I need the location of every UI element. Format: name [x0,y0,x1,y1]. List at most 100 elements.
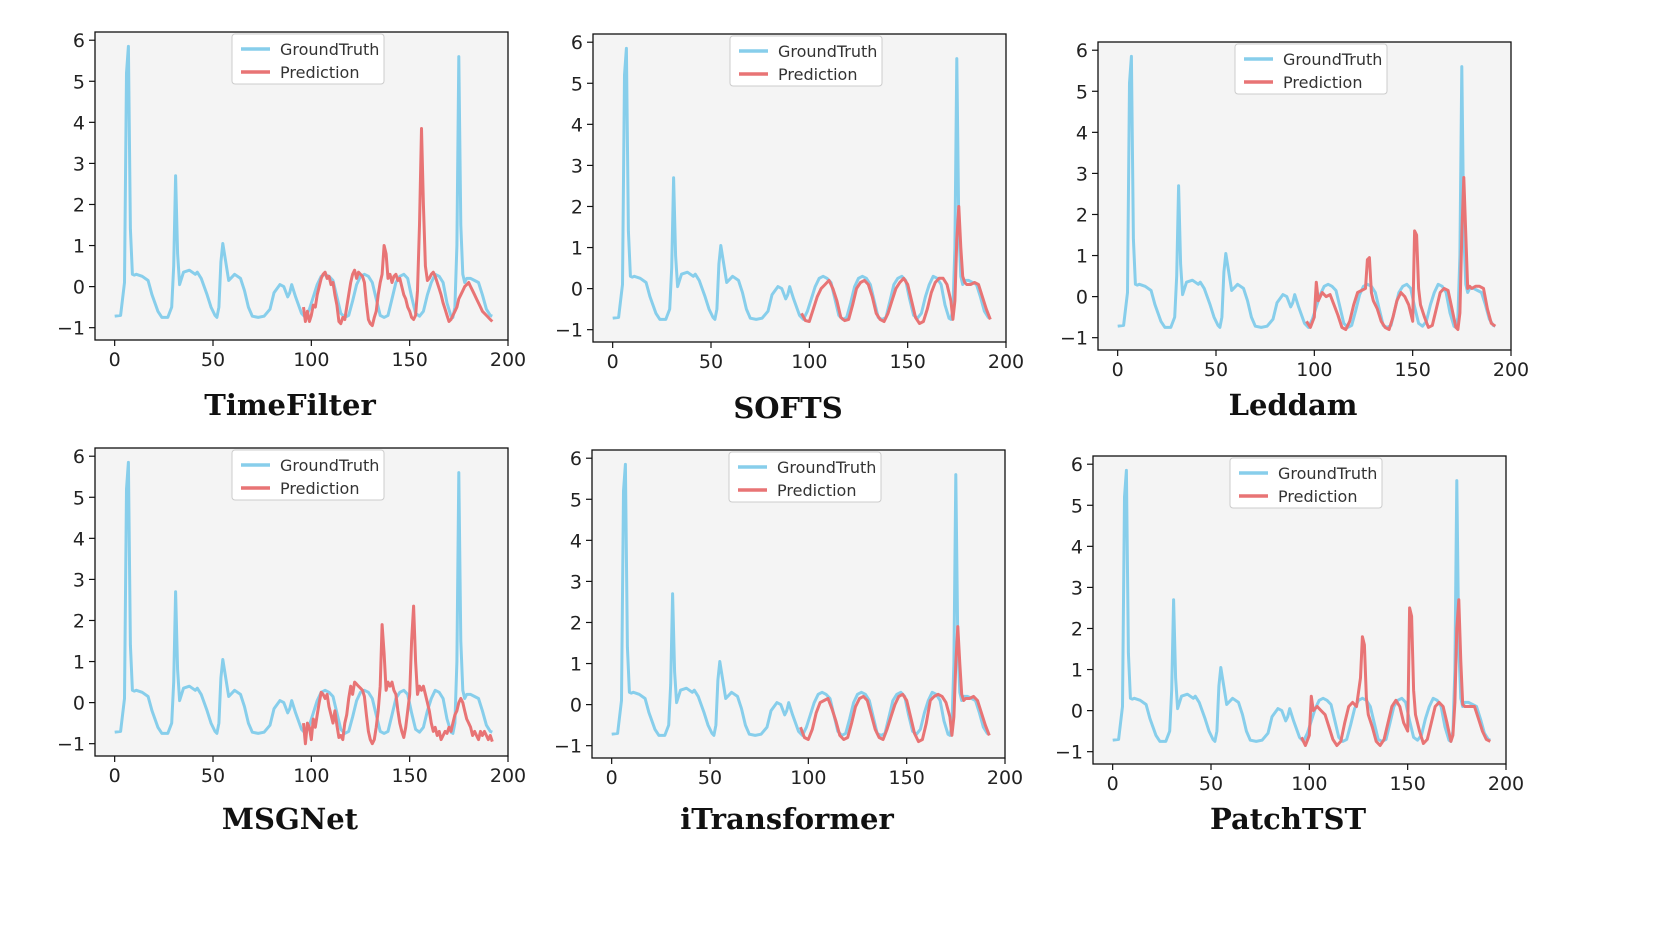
series-line-groundtruth [114,44,493,319]
y-tick-label: 0 [570,695,582,717]
caption-timefilter: TimeFilter [204,388,376,422]
y-tick-label: 0 [73,277,85,299]
x-tick-label: 50 [201,765,225,787]
legend-label-groundtruth: GroundTruth [777,458,876,477]
legend-label-prediction: Prediction [777,481,856,500]
legend-label-prediction: Prediction [280,479,359,498]
y-tick-label: 3 [570,571,582,593]
y-tick-label: 5 [570,489,582,511]
x-tick-label: 100 [791,351,827,373]
x-tick-label: 150 [392,349,428,371]
legend: GroundTruth Prediction [728,451,882,503]
series-line-prediction [1305,176,1497,331]
x-tick-label: 100 [293,765,329,787]
y-tick-label: 0 [73,693,85,715]
x-tick-label: 0 [607,351,619,373]
y-tick-label: 6 [73,30,85,52]
legend: GroundTruth Prediction [231,449,385,501]
x-tick-label: 0 [1112,359,1124,381]
panel-msgnet: 0 50 100 150 200 −1 0 1 2 3 4 5 6 GroundTruth Predicti… [20,426,560,876]
caption-patchtst: PatchTST [1209,802,1367,836]
y-tick-label: 1 [570,654,582,676]
legend-label-groundtruth: GroundTruth [280,40,379,59]
y-tick-label: −1 [57,734,85,756]
panel-timefilter: 0 50 100 150 200 −1 0 1 2 3 4 5 6 GroundTruth Predicti… [20,10,560,460]
x-tick-label: 50 [1204,359,1228,381]
y-tick-label: 1 [571,238,583,260]
plot-frame [94,31,509,341]
x-tick-label: 0 [1107,773,1119,795]
series-line-prediction [302,604,494,746]
legend: GroundTruth Prediction [1234,43,1388,95]
chart-patchtst: 0 50 100 150 200 −1 0 1 2 3 4 5 6 GroundTruth Predicti… [1055,454,1524,795]
y-tick-label: 5 [1076,81,1088,103]
y-tick-label: −1 [1055,742,1083,764]
y-tick-label: 1 [1076,246,1088,268]
series-line-prediction [800,205,992,325]
chart-msgnet: 0 50 100 150 200 −1 0 1 2 3 4 5 6 GroundTruth Predicti… [57,446,526,787]
x-tick-label: 200 [1493,359,1529,381]
caption-leddam: Leddam [1228,388,1358,422]
y-tick-label: 4 [73,112,85,134]
y-tick-label: 5 [73,71,85,93]
y-tick-label: 1 [73,236,85,258]
legend: GroundTruth Prediction [1229,457,1383,509]
series-line-prediction [799,625,991,744]
panel-leddam: 0 50 100 150 200 −1 0 1 2 3 4 5 6 GroundTruth Predicti… [1023,20,1563,470]
x-tick-label: 0 [109,765,121,787]
y-tick-label: −1 [554,736,582,758]
x-tick-label: 150 [890,351,926,373]
y-tick-label: 4 [1076,122,1088,144]
y-tick-label: −1 [555,320,583,342]
y-tick-label: −1 [57,318,85,340]
y-tick-label: 4 [570,530,582,552]
y-tick-label: 4 [73,528,85,550]
caption-itransformer: iTransformer [680,802,894,836]
y-tick-label: 4 [1071,536,1083,558]
x-tick-label: 50 [201,349,225,371]
x-tick-label: 50 [1199,773,1223,795]
series-line-groundtruth [611,462,990,737]
series-line-groundtruth [612,46,991,321]
x-tick-label: 200 [987,767,1023,789]
y-tick-label: 2 [571,196,583,218]
y-tick-label: 1 [1071,660,1083,682]
y-tick-label: 2 [1071,618,1083,640]
legend: GroundTruth Prediction [729,35,883,87]
y-tick-label: 3 [1071,577,1083,599]
plot-frame [591,449,1006,759]
panel-itransformer: 0 50 100 150 200 −1 0 1 2 3 4 5 6 GroundTruth Predicti… [517,428,1057,878]
y-tick-label: 5 [73,487,85,509]
legend-label-prediction: Prediction [280,63,359,82]
caption-msgnet: MSGNet [221,802,359,836]
y-tick-label: 2 [73,610,85,632]
y-tick-label: 5 [571,73,583,95]
panel-patchtst: 0 50 100 150 200 −1 0 1 2 3 4 5 6 GroundTruth Predicti… [1018,434,1558,884]
y-tick-label: 6 [1076,40,1088,62]
series-line-prediction [302,127,494,328]
y-tick-label: 3 [73,569,85,591]
y-tick-label: 2 [1076,204,1088,226]
x-tick-label: 100 [1291,773,1327,795]
x-tick-label: 150 [889,767,925,789]
x-tick-label: 50 [698,767,722,789]
x-tick-label: 200 [490,765,526,787]
chart-softs: 0 50 100 150 200 −1 0 1 2 3 4 5 6 GroundTruth Predicti… [555,32,1024,373]
legend: GroundTruth Prediction [231,33,385,85]
y-tick-label: 2 [570,612,582,634]
panel-softs: 0 50 100 150 200 −1 0 1 2 3 4 5 6 GroundTruth Predicti… [518,12,1058,462]
x-tick-label: 0 [606,767,618,789]
legend-label-groundtruth: GroundTruth [1278,464,1377,483]
chart-itransformer: 0 50 100 150 200 −1 0 1 2 3 4 5 6 GroundTruth Predicti… [554,448,1023,789]
legend-label-groundtruth: GroundTruth [778,42,877,61]
x-tick-label: 200 [988,351,1024,373]
series-line-prediction [1300,598,1491,747]
legend-label-prediction: Prediction [1278,487,1357,506]
legend-label-prediction: Prediction [778,65,857,84]
y-tick-label: 6 [1071,454,1083,476]
plot-frame [592,33,1007,343]
y-tick-label: 3 [571,155,583,177]
caption-softs: SOFTS [733,391,843,425]
chart-timefilter: 0 50 100 150 200 −1 0 1 2 3 4 5 6 GroundTruth Predicti… [57,30,526,371]
